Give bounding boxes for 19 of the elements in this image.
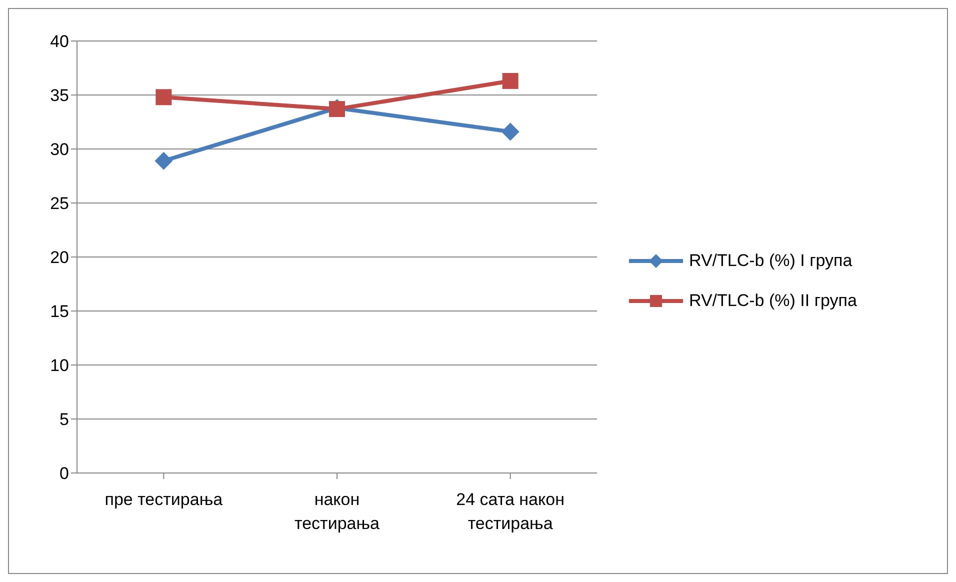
y-tick-label: 20 bbox=[50, 248, 69, 268]
y-tick-label: 30 bbox=[50, 140, 69, 160]
point bbox=[501, 122, 520, 141]
point bbox=[502, 72, 518, 89]
point bbox=[154, 152, 173, 170]
y-tick-label: 15 bbox=[50, 302, 69, 322]
point bbox=[329, 101, 345, 118]
x-tick-label: пре тестирања bbox=[104, 490, 224, 509]
point bbox=[156, 89, 172, 106]
y-tick-label: 35 bbox=[50, 86, 69, 106]
y-tick-label: 25 bbox=[50, 194, 69, 214]
legend-label: RV/TLC-b (%) II група bbox=[689, 291, 857, 311]
legend-label: RV/TLC-b (%) I група bbox=[689, 251, 852, 271]
y-tick-label: 10 bbox=[50, 356, 69, 376]
y-tick-label: 40 bbox=[50, 32, 69, 52]
y-tick-label: 5 bbox=[60, 410, 69, 430]
x-tick-label: након тестирања bbox=[294, 490, 380, 533]
x-tick-label: 24 сата након тестирања bbox=[456, 490, 564, 533]
y-tick-label: 0 bbox=[60, 464, 69, 484]
